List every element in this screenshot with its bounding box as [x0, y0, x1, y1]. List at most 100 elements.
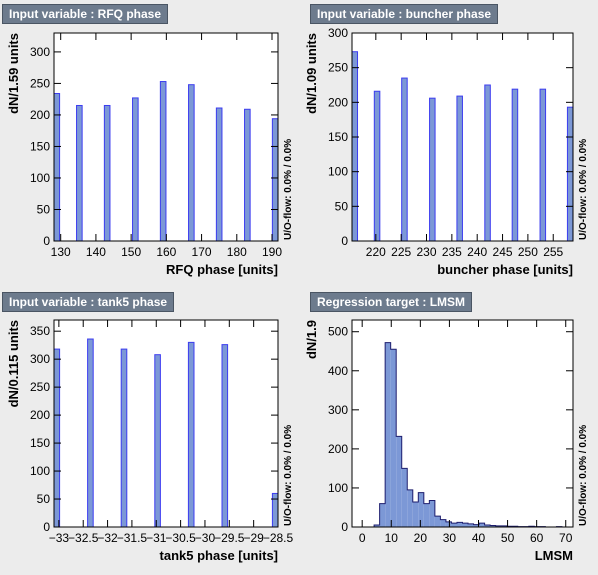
panel-1: 220 225 230 235 240 245 250 255 0 50 100 150 200 250 3…: [304, 26, 589, 277]
x-tick-label: 140: [86, 245, 106, 259]
y-tick-label: 300: [328, 26, 348, 40]
bar: [351, 51, 359, 242]
x-tick-label: 10: [385, 531, 399, 545]
bar: [53, 93, 61, 242]
bar: [187, 341, 195, 528]
y-axis-label: dN/1.09 units: [304, 33, 319, 114]
panel-title-rfq: Input variable : RFQ phase: [2, 4, 169, 24]
x-tick-label: 160: [156, 245, 176, 259]
x-tick-label: −30.5: [165, 531, 196, 545]
y-axis-label: dN/1.59 units: [6, 33, 21, 114]
bar: [539, 88, 547, 242]
plot-frame: [351, 319, 574, 528]
x-tick-label: 170: [192, 245, 212, 259]
x-axis-label: RFQ phase [units]: [166, 262, 278, 277]
bar: [132, 97, 139, 242]
y-tick-label: 100: [328, 165, 348, 179]
x-tick-label: 230: [416, 245, 436, 259]
bar: [412, 502, 419, 527]
y-tick-label: 300: [328, 403, 348, 417]
x-tick-label: −28.5: [263, 531, 294, 545]
bar: [456, 522, 463, 527]
y-tick-label: 200: [328, 95, 348, 109]
x-tick-label: 240: [467, 245, 487, 259]
x-tick-label: 180: [227, 245, 247, 259]
x-axis-label: LMSM: [535, 548, 573, 563]
bar: [401, 77, 408, 242]
y-axis-label: dN/0.115 units: [6, 320, 21, 407]
bar: [76, 104, 83, 242]
bar: [271, 492, 279, 528]
histogram-outline: [352, 342, 573, 528]
bar: [468, 523, 474, 527]
y-tick-label: 0: [341, 234, 348, 248]
y-tick-label: 300: [30, 352, 50, 366]
bar: [385, 342, 391, 527]
y-tick-label: 500: [328, 325, 348, 339]
bar: [390, 349, 397, 527]
bar: [53, 348, 61, 528]
y-tick-label: 150: [30, 139, 50, 153]
x-tick-label: −33: [49, 531, 70, 545]
bar: [379, 503, 386, 527]
bar: [429, 97, 436, 242]
y-tick-label: 100: [30, 464, 50, 478]
bar: [396, 436, 402, 527]
y-tick-label: 200: [30, 108, 50, 122]
bar: [511, 88, 519, 242]
bar: [445, 521, 452, 527]
y-tick-label: 0: [43, 520, 50, 534]
bar: [429, 500, 435, 527]
y-axis-label: dN/1.9: [304, 320, 319, 359]
bar: [495, 525, 502, 527]
bar: [188, 84, 195, 242]
x-tick-label: 250: [518, 245, 538, 259]
bar: [484, 84, 491, 242]
bar: [103, 104, 111, 242]
panel-title-buncher: Input variable : buncher phase: [310, 4, 499, 24]
x-tick-label: 40: [472, 531, 486, 545]
bar: [418, 492, 424, 527]
y-tick-label: 50: [37, 202, 51, 216]
x-axis-label: buncher phase [units]: [437, 262, 573, 277]
x-axis-label: tank5 phase [units]: [160, 548, 278, 563]
bar: [120, 348, 128, 528]
y-tick-label: 200: [30, 408, 50, 422]
x-tick-label: 150: [121, 245, 141, 259]
panel-2: −33−32.5−32−31.5−31−30.5−30−29.5−29−28.5…: [6, 319, 294, 563]
panel-title-lmsm: Regression target : LMSM: [310, 292, 473, 312]
x-tick-label: 50: [501, 531, 515, 545]
x-tick-label: −32.5: [68, 531, 99, 545]
y-tick-label: 150: [30, 436, 50, 450]
x-tick-label: 0: [359, 531, 366, 545]
x-tick-label: −30: [195, 531, 216, 545]
x-tick-label: 30: [443, 531, 457, 545]
x-tick-label: 20: [414, 531, 428, 545]
x-tick-label: 190: [262, 245, 282, 259]
y-tick-label: 50: [335, 199, 349, 213]
bar: [244, 108, 251, 242]
bar: [159, 81, 167, 242]
bar: [407, 489, 413, 527]
bar: [456, 95, 463, 242]
bar: [440, 519, 446, 527]
x-tick-label: 245: [493, 245, 513, 259]
overflow-label: U/O-flow: 0.0% / 0.0%: [578, 139, 589, 240]
bar: [566, 106, 574, 242]
bar: [87, 338, 94, 528]
bar: [434, 516, 441, 527]
bar: [462, 523, 469, 527]
y-tick-label: 250: [30, 76, 50, 90]
y-tick-label: 400: [328, 364, 348, 378]
panel-0: 130 140 150 160 170 180 190 0 50 100 150 200 250 300 R…: [6, 32, 294, 277]
x-tick-label: 255: [543, 245, 563, 259]
y-tick-label: 350: [30, 324, 50, 338]
bar: [401, 468, 408, 527]
y-tick-label: 0: [341, 520, 348, 534]
y-tick-label: 100: [30, 171, 50, 185]
bar: [490, 525, 496, 527]
x-tick-label: −31: [146, 531, 167, 545]
bar: [373, 90, 381, 242]
bar: [221, 344, 229, 528]
panel-3: 0 10 20 30 40 50 60 70 0 100 200 300 400 500 LMSM dN/1.…: [304, 319, 589, 563]
